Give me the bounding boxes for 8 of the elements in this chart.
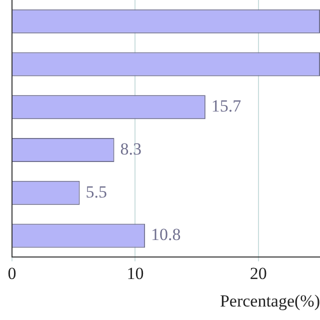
data-label: 10.8 [151,225,181,244]
data-label: 5.5 [86,182,108,202]
data-label: 8.3 [120,140,142,158]
x-tick-label: 10 [126,264,144,283]
data-label: 15.7 [211,96,242,116]
x-axis-title: Percentage(%) [220,291,320,310]
x-tick-label: 20 [250,264,267,283]
x-tick-label: 0 [8,264,16,283]
